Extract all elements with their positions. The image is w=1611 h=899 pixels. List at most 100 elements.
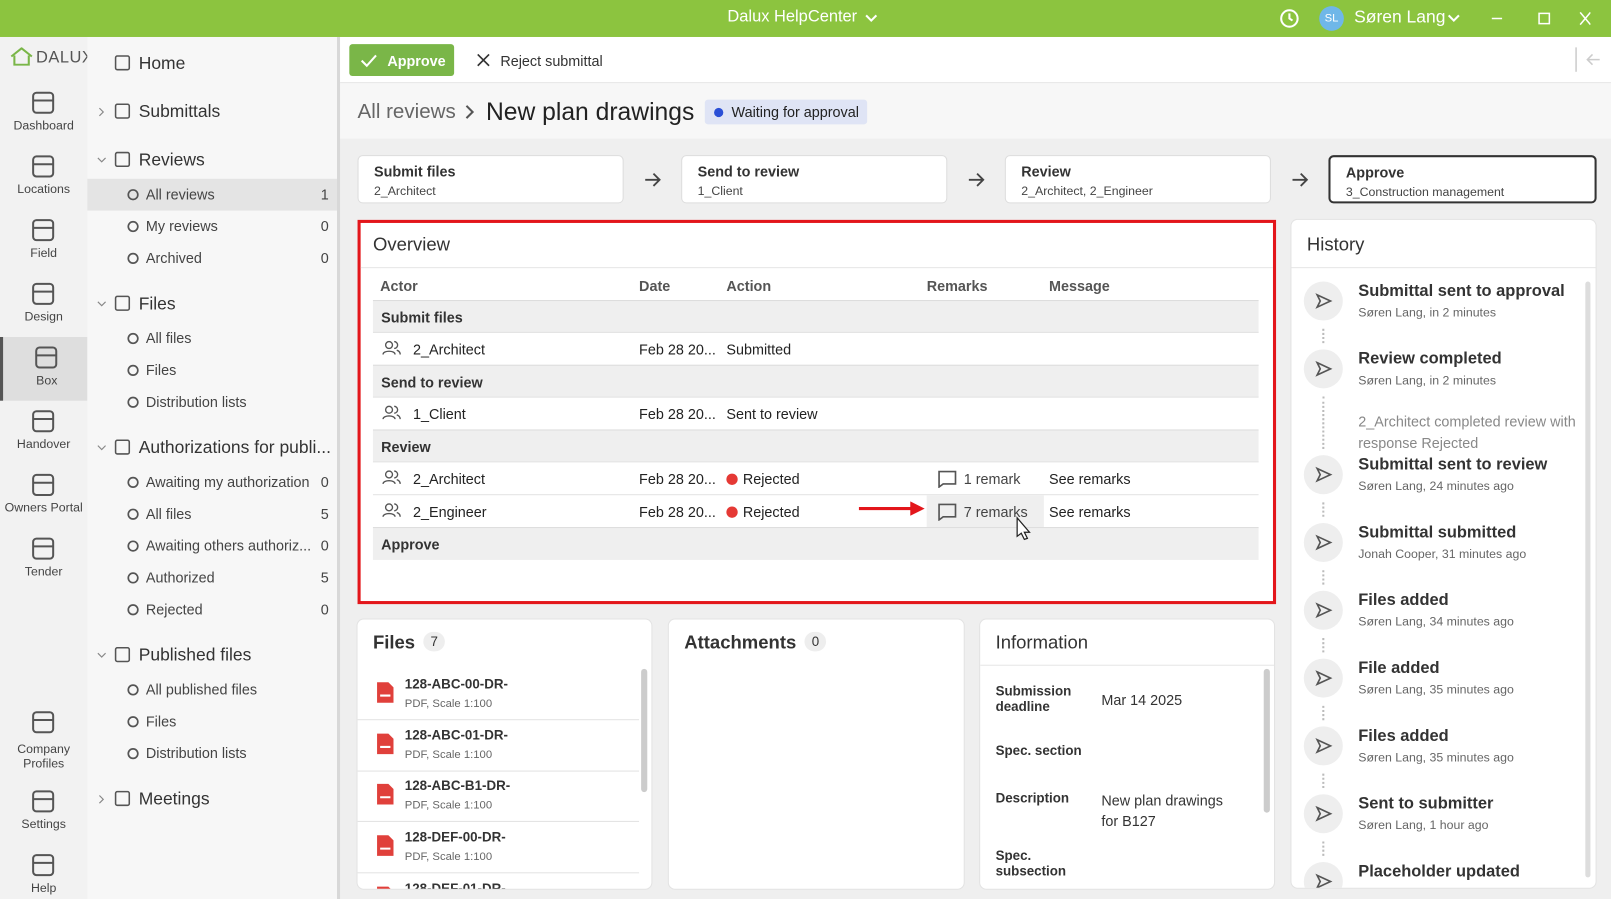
history-icon[interactable]	[1278, 7, 1301, 30]
item-icon-part	[127, 747, 139, 760]
avatar[interactable]: SL	[1319, 6, 1344, 31]
nav-icon	[32, 91, 55, 114]
file-name: 128-DEF-00-DR-	[404, 829, 506, 845]
app-nav-item[interactable]: Design	[0, 273, 87, 337]
item-label: Files	[145, 361, 177, 379]
user-name[interactable]: Søren Lang	[1354, 7, 1446, 27]
scrollbar[interactable]	[641, 668, 648, 793]
item-label: Distribution lists	[145, 393, 247, 410]
comment-icon	[938, 470, 957, 489]
item-icon	[127, 747, 139, 760]
nav-item[interactable]: Authorized 5	[87, 562, 337, 594]
nav-section[interactable]: Published files	[87, 637, 337, 674]
file-meta: PDF, Scale 1:100	[404, 799, 493, 813]
workflow-step[interactable]: Approve 3_Construction management	[1328, 155, 1597, 204]
history-icon-part	[1288, 13, 1294, 22]
nav-item[interactable]: All reviews 1	[87, 178, 337, 211]
app-nav-item[interactable]: Settings	[0, 781, 87, 845]
nav-item[interactable]: Files	[87, 706, 337, 738]
remarks[interactable]: 7 remarks	[926, 495, 1044, 529]
nav-label: Help	[30, 880, 57, 895]
file-name: 128-ABC-B1-DR-	[404, 778, 511, 794]
message[interactable]: See remarks	[1048, 503, 1131, 520]
check-icon	[360, 54, 377, 68]
app-nav-item[interactable]: Locations	[0, 146, 87, 210]
file-item[interactable]: 128-DEF-01-DR-PDF, Scale 1:100	[358, 873, 640, 889]
app-nav-item[interactable]: Owners Portal	[0, 464, 87, 528]
scrollbar[interactable]	[1585, 281, 1591, 878]
history-icon-bg	[1303, 590, 1343, 630]
nav-item[interactable]: Distribution lists	[87, 386, 337, 418]
nav-item[interactable]: All files 5	[87, 498, 337, 530]
history-item: Placeholder updated	[1291, 858, 1583, 888]
app-nav-item[interactable]: Dashboard	[0, 82, 87, 146]
file-item[interactable]: 128-ABC-B1-DR- PDF, Scale 1:100	[357, 771, 640, 823]
history-item: Submittal sent to approval Søren Lang, in…	[1291, 277, 1583, 344]
app-title[interactable]: Dalux HelpCenter	[727, 8, 858, 26]
actor-icon-part	[382, 470, 401, 485]
app-nav-item[interactable]: Handover	[0, 401, 87, 465]
comment-icon-part	[938, 503, 957, 521]
chevron-part	[97, 445, 106, 451]
date: Feb 28 20...	[639, 470, 716, 487]
history-title: History	[1306, 234, 1365, 255]
nav-section[interactable]: Home	[87, 45, 337, 82]
history-icon-bg	[1303, 658, 1343, 698]
comment-icon-part	[938, 470, 957, 489]
nav-section[interactable]: Reviews	[87, 142, 337, 179]
nav-item[interactable]: Archived 0	[87, 242, 337, 274]
window-controls[interactable]	[1488, 8, 1591, 29]
pdf-icon	[377, 886, 391, 889]
nav-item[interactable]: Files	[87, 354, 337, 386]
reject-label: Reject submittal	[500, 52, 603, 69]
nav-item[interactable]: All files	[87, 323, 337, 355]
pdf-icon	[377, 682, 394, 703]
app-nav-item[interactable]: Help	[0, 845, 87, 899]
action: Submitted	[726, 341, 791, 357]
step-arrow	[968, 172, 985, 187]
back-icon[interactable]	[1575, 47, 1606, 72]
nav-item[interactable]: Distribution lists	[87, 738, 337, 770]
nav-item[interactable]: Awaiting my authorization 0	[87, 466, 337, 498]
item-label: Files	[145, 713, 177, 730]
files-heading: Files 7	[373, 631, 446, 654]
column-header: Action	[726, 277, 772, 294]
history-meta: Søren Lang, 1 hour ago	[1358, 817, 1489, 833]
app-nav-item[interactable]: Field	[0, 210, 87, 274]
nav-item[interactable]: My reviews 0	[87, 211, 337, 243]
workflow-step[interactable]: Send to review 1_Client	[681, 155, 948, 204]
app-nav-item[interactable]: Box	[0, 336, 88, 401]
nav-icon	[32, 282, 55, 305]
history-meta: Søren Lang, 24 minutes ago	[1358, 478, 1514, 494]
file-item[interactable]: 128-ABC-00-DR- PDF, Scale 1:100	[357, 669, 640, 721]
nav-section[interactable]: Submittals	[87, 93, 337, 130]
history-icon	[1315, 360, 1333, 377]
nav-item[interactable]: Awaiting others authoriz... 0	[87, 530, 337, 562]
reject-button[interactable]: Reject submittal	[474, 44, 608, 76]
nav-label: Company Profiles	[17, 741, 71, 771]
history-item: Sent to submitter Søren Lang, 1 hour ago	[1291, 790, 1583, 856]
file-item[interactable]: 128-ABC-01-DR- PDF, Scale 1:100	[357, 720, 640, 772]
field-label: Submission deadline	[995, 683, 1072, 715]
approve-button[interactable]: Approve	[349, 44, 455, 77]
history-icon-part	[1315, 360, 1333, 377]
app-nav-item[interactable]: Tender	[0, 528, 87, 592]
nav-section[interactable]: Meetings	[87, 781, 337, 818]
item-icon-part	[127, 540, 139, 552]
scrollbar[interactable]	[1263, 668, 1270, 813]
step-arrow-part	[968, 172, 985, 187]
remarks[interactable]: 1 remark	[927, 462, 1044, 495]
app-nav-item[interactable]: Company Profiles	[0, 702, 87, 776]
breadcrumb[interactable]: All reviews	[357, 100, 456, 124]
file-item[interactable]: 128-DEF-00-DR- PDF, Scale 1:100	[357, 822, 640, 874]
item-icon	[127, 604, 139, 616]
nav-icon	[32, 219, 55, 242]
nav-item[interactable]: Rejected 0	[87, 594, 337, 626]
nav-section[interactable]: Authorizations for publi...	[87, 429, 337, 466]
nav-item[interactable]: All published files	[87, 674, 337, 706]
nav-section[interactable]: Files	[87, 286, 337, 323]
workflow-step[interactable]: Submit files 2_Architect	[357, 155, 624, 204]
message[interactable]: See remarks	[1048, 470, 1131, 487]
file-name: 128-ABC-00-DR-	[404, 676, 508, 692]
workflow-step[interactable]: Review 2_Architect, 2_Engineer	[1004, 155, 1271, 204]
